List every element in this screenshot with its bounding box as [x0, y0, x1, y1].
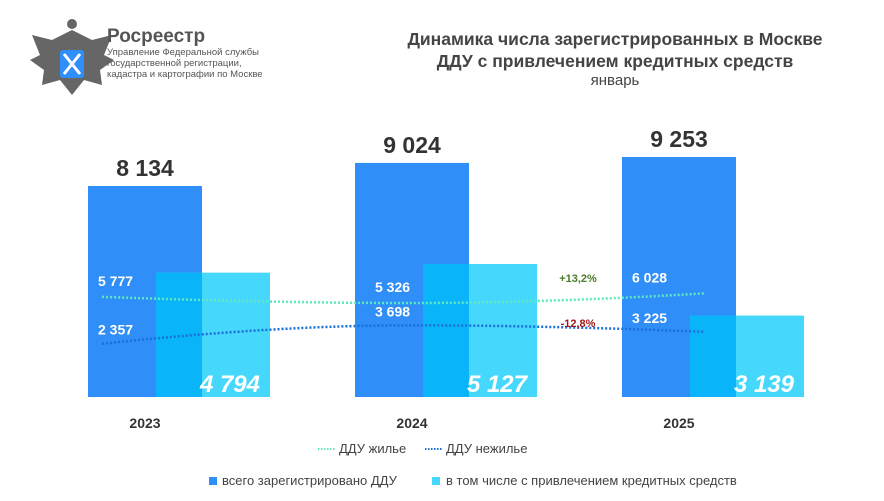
logo-subtitle: государственной регистрации, — [107, 58, 242, 69]
line-nonresidential — [101, 324, 705, 345]
title-line: Динамика числа зарегистрированных в Моск… — [407, 29, 823, 49]
total-label: 9 024 — [383, 132, 441, 158]
logo-subtitle: Управление Федеральной службы — [107, 47, 259, 58]
category-label: 2023 — [129, 415, 160, 431]
line-point-label: 6 028 — [632, 269, 667, 285]
legend-nonresidential: ДДУ нежилье — [446, 441, 528, 456]
legend-total: всего зарегистрировано ДДУ — [222, 473, 397, 488]
credit-label: 5 127 — [467, 371, 529, 398]
change-residential: +13,2% — [559, 273, 597, 285]
rosreestr-emblem — [30, 19, 114, 95]
line-point-label: 2 357 — [98, 322, 133, 338]
line-residential — [101, 292, 705, 305]
logo-name: Росреестр — [107, 26, 206, 47]
legend-credit: в том числе с привлечением кредитных сре… — [446, 473, 737, 488]
line-point-label: 3 225 — [632, 310, 667, 326]
category-label: 2025 — [663, 415, 694, 431]
legend-residential: ДДУ жилье — [339, 441, 407, 456]
total-label: 9 253 — [650, 126, 708, 152]
bar-overlap — [690, 315, 736, 397]
chart-title: Динамика числа зарегистрированных в Моск… — [380, 28, 850, 72]
credit-label: 3 139 — [734, 371, 795, 398]
category-label: 2024 — [396, 415, 427, 431]
title-line: ДДУ с привлечением кредитных средств — [436, 51, 794, 71]
credit-label: 4 794 — [199, 371, 260, 398]
logo-subtitle: кадастра и картографии по Москве — [107, 69, 263, 80]
change-nonresidential: -12,8% — [561, 318, 596, 330]
line-point-label: 5 326 — [375, 279, 410, 295]
line-point-label: 3 698 — [375, 303, 410, 319]
total-label: 8 134 — [116, 155, 174, 181]
bar-overlap — [423, 264, 469, 397]
chart-subtitle: январь — [590, 72, 640, 89]
line-point-label: 5 777 — [98, 273, 133, 289]
